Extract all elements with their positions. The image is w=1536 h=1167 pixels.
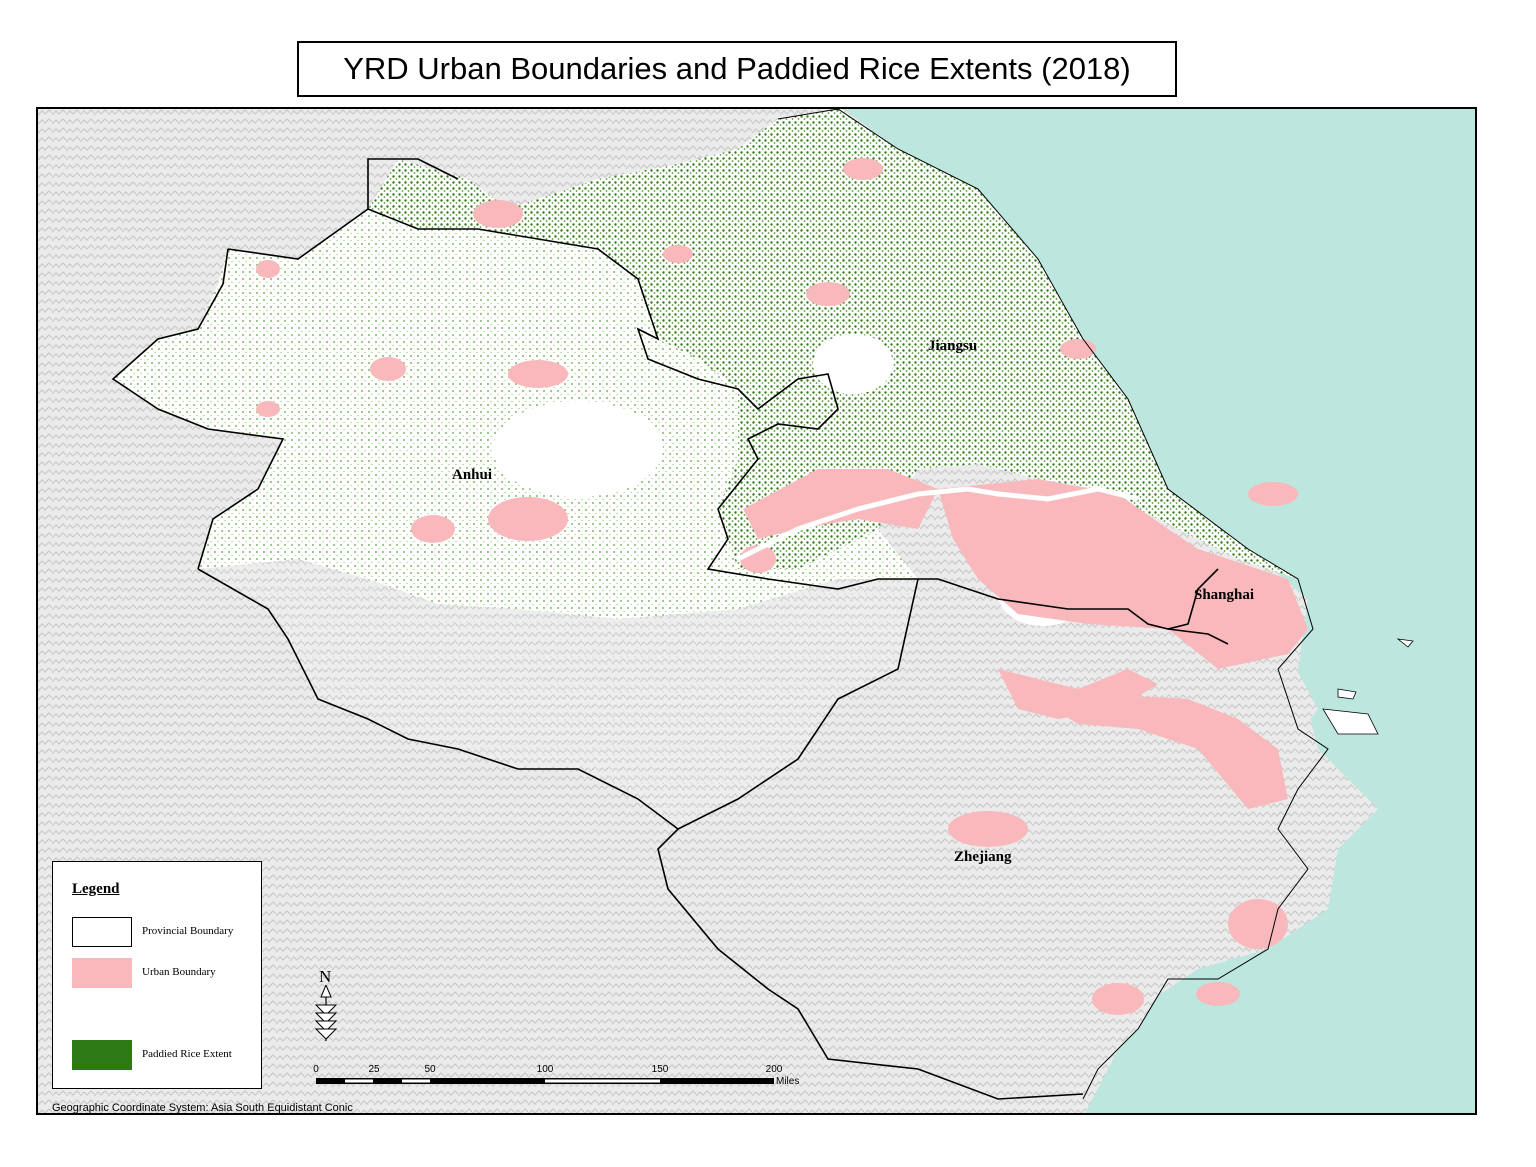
anhui-south-terrain: [198, 559, 918, 829]
legend-label: Paddied Rice Extent: [142, 1048, 232, 1060]
province-label-anhui: Anhui: [452, 467, 493, 483]
provincial-boundary-swatch: [72, 917, 132, 947]
legend-label: Urban Boundary: [142, 966, 216, 978]
scale-tick-label: 150: [651, 1064, 669, 1075]
north-arrow: N: [308, 967, 348, 1047]
legend-item-urban-boundary: Urban Boundary: [72, 958, 257, 988]
legend-item-provincial-boundary: Provincial Boundary: [72, 917, 257, 947]
legend-item-paddied-rice-extent: Paddied Rice Extent: [72, 1040, 257, 1070]
scale-tick-label: 100: [536, 1064, 554, 1075]
legend: Legend Provincial Boundary Urban Boundar…: [52, 861, 262, 1089]
scale-tick-label: 50: [424, 1064, 436, 1075]
yangtze-river: [736, 486, 1139, 562]
coastline: [777, 109, 1329, 1100]
legend-title: Legend: [72, 881, 120, 897]
provincial-boundaries: [111, 158, 1229, 1100]
legend-label: Provincial Boundary: [142, 925, 234, 937]
paddied-rice-swatch: [72, 1040, 132, 1070]
scale-tick-label: 200: [765, 1064, 783, 1075]
lake-chaohu: [493, 401, 663, 497]
urban-boundary-swatch: [72, 958, 132, 988]
scale-tick-label: 0: [313, 1064, 319, 1075]
islands: [1322, 638, 1414, 735]
scale-bar: 0 25 50 100 150 200 Miles: [310, 1064, 810, 1094]
north-arrow-icon: [314, 985, 338, 1041]
sea: [843, 109, 1475, 1113]
scale-tick-label: 25: [368, 1064, 380, 1075]
scale-unit: Miles: [776, 1076, 800, 1087]
province-label-zhejiang: Zhejiang: [954, 849, 1012, 865]
map-title: YRD Urban Boundaries and Paddied Rice Ex…: [297, 41, 1177, 97]
map-canvas[interactable]: [38, 109, 1477, 1115]
urban-patches: [256, 158, 1308, 1015]
coordinate-system-note: Geographic Coordinate System: Asia South…: [52, 1102, 353, 1114]
province-label-shanghai: Shanghai: [1194, 587, 1255, 603]
north-label: N: [319, 967, 332, 986]
scale-bar-graphic: [316, 1078, 774, 1084]
province-label-jiangsu: Jiangsu: [928, 338, 978, 354]
map-frame[interactable]: Anhui Jiangsu Shanghai Zhejiang Legend P…: [36, 107, 1477, 1115]
lake-hongze: [813, 334, 893, 394]
